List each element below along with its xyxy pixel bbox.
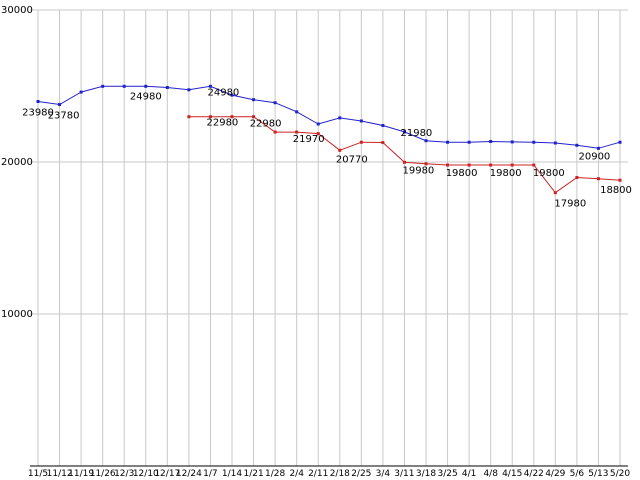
x-tick-label: 3/11 <box>394 469 414 479</box>
x-tick-label: 4/29 <box>545 469 565 479</box>
data-label: 24980 <box>130 91 162 102</box>
x-tick-label: 5/13 <box>588 469 608 479</box>
x-tick-label: 12/24 <box>176 469 202 479</box>
data-label: 19800 <box>446 168 478 179</box>
x-tick-label: 3/4 <box>376 469 391 479</box>
x-tick-label: 4/1 <box>462 469 476 479</box>
x-tick-label: 2/11 <box>308 469 328 479</box>
x-tick-label: 4/8 <box>483 469 498 479</box>
x-tick-label: 1/14 <box>222 469 242 479</box>
x-tick-label: 3/18 <box>416 469 436 479</box>
data-label: 24980 <box>207 87 239 98</box>
data-label: 22980 <box>250 119 282 130</box>
x-tick-label: 12/17 <box>154 469 180 479</box>
x-tick-label: 11/5 <box>28 469 48 479</box>
data-label: 19800 <box>490 168 522 179</box>
x-tick-label: 4/15 <box>502 469 522 479</box>
price-series-red <box>187 115 622 195</box>
data-label: 23780 <box>48 111 80 122</box>
x-tick-label: 2/25 <box>351 469 371 479</box>
y-tick-label: 30000 <box>1 5 33 16</box>
x-tick-label: 1/21 <box>243 469 263 479</box>
x-tick-label: 2/18 <box>330 469 350 479</box>
y-tick-label: 10000 <box>1 309 33 320</box>
data-label: 21980 <box>400 128 432 139</box>
y-axis-labels: 10000 20000 30000 <box>1 5 33 320</box>
x-tick-label: 5/20 <box>610 469 630 479</box>
data-label: 20900 <box>578 151 610 162</box>
data-label: 19800 <box>533 168 565 179</box>
x-tick-label: 11/19 <box>68 469 94 479</box>
x-tick-label: 5/6 <box>570 469 585 479</box>
y-tick-label: 20000 <box>1 157 33 168</box>
data-label: 20770 <box>336 154 368 165</box>
x-tick-label: 3/25 <box>437 469 457 479</box>
data-label: 19980 <box>402 165 434 176</box>
x-tick-label: 1/7 <box>203 469 217 479</box>
gridlines <box>30 9 628 466</box>
x-tick-label: 12/3 <box>114 469 134 479</box>
x-tick-label: 12/10 <box>133 469 159 479</box>
x-tick-label: 4/22 <box>524 469 544 479</box>
data-label: 17980 <box>554 199 586 210</box>
data-label: 23980 <box>22 108 54 119</box>
x-tick-label: 2/4 <box>289 469 304 479</box>
x-tick-label: 1/28 <box>265 469 285 479</box>
price-series-blue <box>36 84 622 150</box>
data-label: 22980 <box>206 118 238 129</box>
x-tick-label: 11/12 <box>47 469 73 479</box>
data-label: 21970 <box>293 134 325 145</box>
data-label: 18800 <box>600 185 632 196</box>
x-tick-label: 11/26 <box>90 469 116 479</box>
